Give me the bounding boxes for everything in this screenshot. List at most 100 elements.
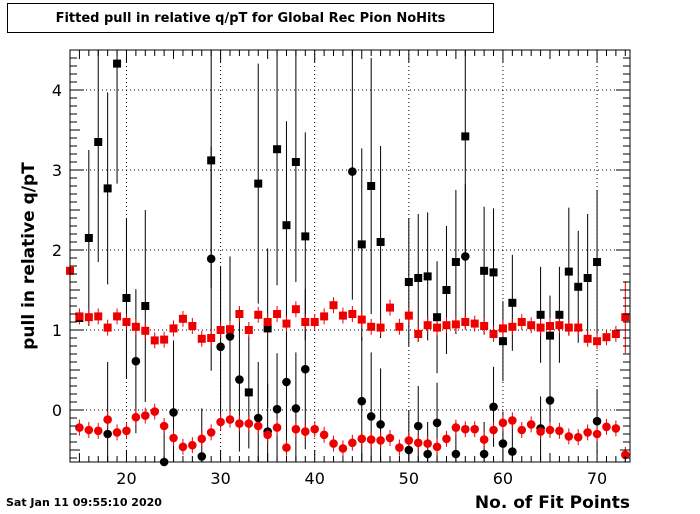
data-point-circle bbox=[225, 332, 235, 341]
data-point-circle bbox=[536, 427, 545, 436]
data-point-square bbox=[329, 301, 338, 310]
data-point-circle bbox=[451, 423, 461, 432]
data-point-circle bbox=[253, 421, 263, 431]
data-point-circle bbox=[573, 432, 583, 442]
data-point-circle bbox=[140, 411, 150, 420]
data-point-circle bbox=[545, 425, 555, 435]
data-point-circle bbox=[103, 429, 112, 439]
data-point-circle bbox=[479, 449, 489, 459]
y-tick-label: 4 bbox=[52, 81, 62, 100]
data-point-circle bbox=[423, 439, 432, 448]
data-point-square bbox=[150, 336, 159, 345]
data-point-circle bbox=[611, 424, 621, 433]
data-point-circle bbox=[460, 252, 470, 261]
data-point-square bbox=[574, 323, 583, 332]
data-point-circle bbox=[357, 434, 367, 444]
data-point-square bbox=[442, 286, 451, 294]
plot-frame bbox=[69, 49, 631, 463]
data-point-square bbox=[555, 321, 564, 330]
axis-ticks bbox=[70, 49, 630, 462]
data-point-square bbox=[527, 321, 536, 330]
data-point-square bbox=[489, 268, 498, 277]
data-point-square bbox=[122, 318, 131, 326]
chart-title-box: Fitted pull in relative q/pT for Global … bbox=[7, 3, 494, 33]
data-point-square bbox=[226, 325, 234, 334]
data-point-square bbox=[611, 330, 620, 338]
data-point-square bbox=[207, 334, 216, 342]
data-point-square bbox=[103, 184, 112, 193]
data-point-square bbox=[404, 278, 413, 286]
axis-tick-labels: 20 30 40 50 60 70 0 1 2 3 4 bbox=[52, 81, 607, 488]
data-point-square bbox=[461, 132, 470, 141]
data-point-square bbox=[197, 334, 206, 343]
data-point-square bbox=[235, 310, 244, 318]
data-point-square bbox=[508, 298, 517, 307]
data-point-square bbox=[367, 322, 376, 331]
data-point-square bbox=[320, 312, 329, 321]
data-point-square bbox=[75, 312, 84, 321]
data-point-square bbox=[621, 313, 630, 322]
data-point-circle bbox=[489, 425, 498, 435]
data-point-square bbox=[254, 310, 263, 319]
data-point-circle bbox=[592, 429, 602, 439]
x-tick-label: 50 bbox=[399, 469, 419, 488]
x-axis-label: No. of Fit Points bbox=[475, 493, 630, 513]
data-point-square bbox=[160, 335, 169, 344]
data-point-square bbox=[480, 266, 489, 275]
data-point-square bbox=[414, 274, 423, 282]
data-point-square bbox=[113, 312, 122, 321]
data-point-circle bbox=[432, 418, 442, 428]
x-tick-label: 30 bbox=[210, 469, 230, 488]
data-point-circle bbox=[545, 396, 555, 405]
data-point-circle bbox=[169, 433, 178, 443]
data-point-square bbox=[404, 311, 413, 320]
data-point-square bbox=[564, 267, 573, 276]
data-point-circle bbox=[169, 408, 178, 417]
data-point-circle bbox=[291, 424, 301, 434]
error-bars bbox=[69, 50, 626, 462]
data-point-circle bbox=[159, 421, 169, 431]
data-point-circle bbox=[620, 450, 630, 460]
data-point-square bbox=[451, 258, 460, 266]
data-point-square bbox=[480, 322, 489, 330]
data-point-square bbox=[273, 310, 282, 318]
y-tick-label: 1 bbox=[52, 321, 62, 340]
data-point-square bbox=[169, 324, 178, 333]
data-point-square bbox=[84, 313, 93, 322]
data-point-circle bbox=[291, 404, 301, 413]
data-point-circle bbox=[413, 421, 423, 431]
data-point-square bbox=[414, 330, 423, 338]
data-point-square bbox=[357, 240, 366, 249]
data-point-square bbox=[593, 258, 602, 266]
data-point-square bbox=[546, 322, 554, 330]
x-tick-label: 70 bbox=[587, 469, 607, 488]
data-point-circle bbox=[602, 422, 611, 432]
x-tick-label: 60 bbox=[493, 469, 513, 488]
data-point-square bbox=[517, 318, 526, 326]
data-point-circle bbox=[310, 424, 320, 434]
data-point-circle bbox=[432, 442, 442, 452]
data-point-square bbox=[433, 323, 442, 332]
data-point-square bbox=[574, 282, 583, 291]
data-point-square bbox=[141, 302, 150, 310]
data-point-circle bbox=[188, 440, 197, 450]
data-point-square bbox=[282, 221, 291, 230]
data-point-square bbox=[442, 321, 451, 330]
data-point-circle bbox=[348, 438, 357, 448]
data-point-square bbox=[113, 59, 122, 68]
data-point-circle bbox=[84, 425, 94, 435]
y-axis-label: pull in relative q/pT bbox=[19, 162, 39, 350]
data-point-circle bbox=[300, 364, 310, 374]
data-point-square bbox=[244, 388, 253, 397]
data-point-square bbox=[84, 234, 93, 242]
data-point-square bbox=[263, 318, 272, 326]
data-point-circle bbox=[300, 427, 310, 436]
data-point-square bbox=[94, 138, 103, 146]
data-point-square bbox=[536, 323, 545, 332]
data-point-circle bbox=[131, 412, 141, 422]
data-point-square bbox=[244, 326, 253, 334]
data-point-square bbox=[273, 145, 282, 154]
data-point-circle bbox=[319, 430, 329, 440]
data-point-circle bbox=[263, 430, 272, 440]
data-point-circle bbox=[376, 436, 385, 445]
